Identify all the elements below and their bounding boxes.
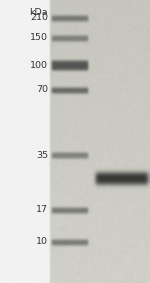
Text: 70: 70: [36, 85, 48, 95]
Text: 210: 210: [30, 14, 48, 23]
Text: 10: 10: [36, 237, 48, 246]
Text: 17: 17: [36, 205, 48, 215]
Text: 150: 150: [30, 33, 48, 42]
Text: kDa: kDa: [29, 8, 48, 17]
Text: 35: 35: [36, 151, 48, 160]
Text: 100: 100: [30, 61, 48, 70]
